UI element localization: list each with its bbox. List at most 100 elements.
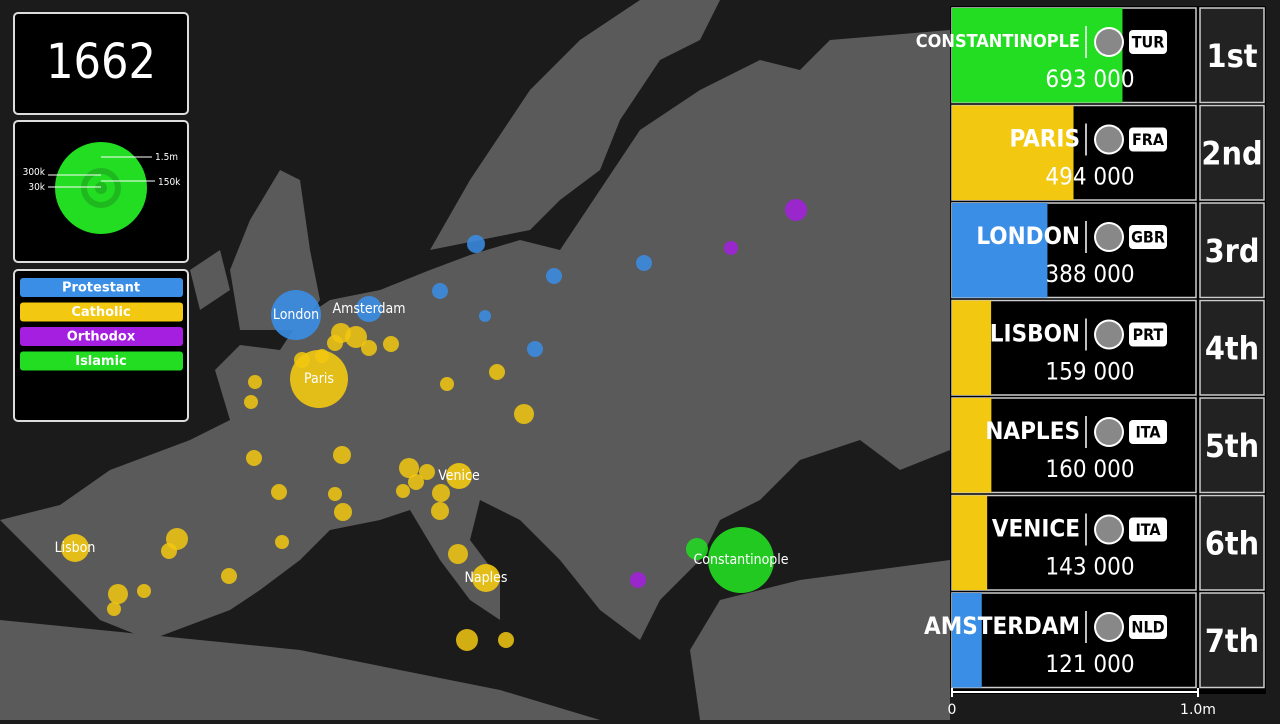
city-dot xyxy=(636,255,652,271)
city-dot xyxy=(440,377,454,391)
row-bg xyxy=(951,397,1197,494)
bar xyxy=(952,398,992,493)
bar xyxy=(952,8,1123,103)
city-dot xyxy=(221,568,237,584)
country-code: NLD xyxy=(1131,618,1164,637)
ranking: CONSTANTINOPLE TUR 693 000 1st PARIS FRA 494 0… xyxy=(916,7,1265,718)
city-dot xyxy=(107,602,121,616)
city-dot xyxy=(408,474,424,490)
city-dot xyxy=(328,487,342,501)
row-bg xyxy=(951,494,1197,591)
city-dot xyxy=(785,199,807,221)
bar xyxy=(952,495,988,590)
rank-box xyxy=(1199,104,1265,201)
city-dot xyxy=(467,235,485,253)
city-dot xyxy=(630,572,646,588)
city-label: Constantinople xyxy=(693,552,788,568)
city-dot xyxy=(431,502,449,520)
religion-swatch xyxy=(20,327,183,346)
rank-label: 1st xyxy=(1207,37,1258,75)
city-dot xyxy=(108,584,128,604)
flag-inner xyxy=(1096,29,1122,55)
rank-label: 4th xyxy=(1205,330,1259,368)
city-dots xyxy=(61,199,807,651)
size-circle xyxy=(95,182,107,194)
city-dot xyxy=(419,464,435,480)
flag-inner xyxy=(1096,321,1122,348)
rank-label: 6th xyxy=(1205,525,1259,563)
city-label: London xyxy=(273,307,319,323)
size-leaders xyxy=(48,156,155,188)
city-dot xyxy=(686,538,708,560)
religion-name: Islamic xyxy=(75,354,127,369)
value-label: 494 000 xyxy=(1045,163,1134,191)
size-label: 300k xyxy=(23,167,46,178)
religion-swatch xyxy=(20,278,183,297)
city-bubble xyxy=(446,463,472,489)
religion-name: Catholic xyxy=(71,305,130,320)
size-label: 30k xyxy=(28,182,45,193)
value-label: 121 000 xyxy=(1045,650,1134,678)
x-tick-label: 1.0m xyxy=(1180,702,1216,718)
city-dot xyxy=(724,241,738,255)
rank-box xyxy=(1199,397,1265,494)
size-label: 1.5m xyxy=(155,152,178,163)
bar xyxy=(952,593,982,688)
value-label: 159 000 xyxy=(1045,358,1134,386)
flag-inner xyxy=(1096,224,1122,250)
city-dot xyxy=(432,484,450,502)
city-name: PARIS xyxy=(1009,125,1080,153)
land-africa xyxy=(0,620,600,720)
city-dot xyxy=(399,458,419,478)
country-code: GBR xyxy=(1131,228,1165,247)
city-labels: London Amsterdam Paris Venice Lisbon Naples Co… xyxy=(55,301,789,586)
city-dot xyxy=(546,268,562,284)
country-code: TUR xyxy=(1132,33,1165,52)
city-dot xyxy=(345,326,367,348)
value-label: 143 000 xyxy=(1045,553,1134,581)
rank-box xyxy=(1199,494,1265,591)
city-dot xyxy=(161,543,177,559)
land-mainland xyxy=(0,30,950,640)
country-box xyxy=(1129,225,1167,249)
value-label: 388 000 xyxy=(1045,260,1134,288)
country-box xyxy=(1129,615,1167,639)
city-dot xyxy=(383,336,399,352)
city-dot xyxy=(275,535,289,549)
rank-label: 7th xyxy=(1205,622,1259,660)
rank-label: 5th xyxy=(1205,427,1259,465)
rank-box xyxy=(1199,592,1265,689)
country-box xyxy=(1129,517,1167,542)
city-dot xyxy=(246,450,262,466)
rank-box xyxy=(1199,7,1265,104)
year-box xyxy=(13,12,189,115)
city-bubble xyxy=(271,290,321,340)
country-code: ITA xyxy=(1135,423,1161,442)
city-name: AMSTERDAM xyxy=(924,612,1080,640)
city-dot xyxy=(396,484,410,498)
city-dot xyxy=(244,395,258,409)
country-code: PRT xyxy=(1133,325,1164,344)
city-bubble xyxy=(356,296,382,322)
value-label: 160 000 xyxy=(1045,455,1134,483)
city-bubble xyxy=(290,350,348,408)
land-britain xyxy=(230,170,320,330)
religion-swatch xyxy=(20,351,183,371)
city-name: LONDON xyxy=(976,222,1080,250)
country-box xyxy=(1129,322,1167,347)
country-code: ITA xyxy=(1135,520,1161,539)
religion-name: Orthodox xyxy=(67,330,136,345)
city-dot xyxy=(334,503,352,521)
city-label: Naples xyxy=(465,570,508,586)
religion-name: Protestant xyxy=(62,281,140,296)
city-dot xyxy=(514,404,534,424)
country-box xyxy=(1129,30,1167,54)
city-dot xyxy=(448,544,468,564)
year: 1662 xyxy=(46,34,156,90)
land xyxy=(0,0,950,720)
city-dot xyxy=(479,310,491,322)
flag-inner xyxy=(1096,419,1122,445)
city-dot xyxy=(498,632,514,648)
bar xyxy=(952,105,1074,200)
